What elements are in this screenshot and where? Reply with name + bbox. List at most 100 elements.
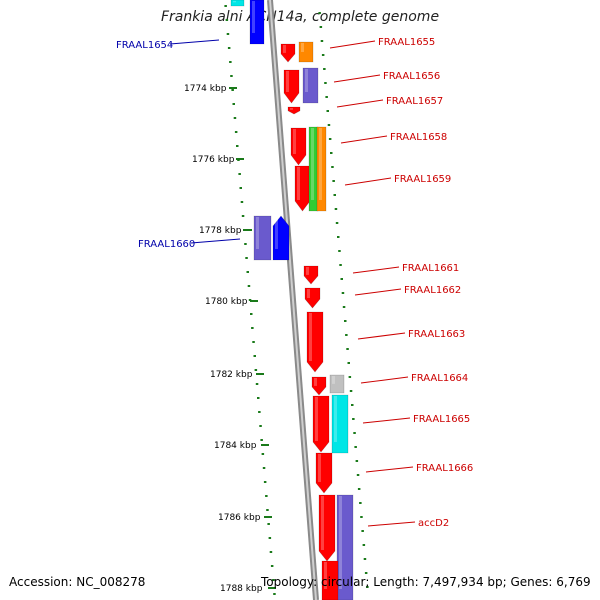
left-tick [245,257,248,259]
gene-feature-shine [305,69,308,92]
left-tick [247,285,251,287]
gene-label-leader [329,40,376,49]
gene-label-leader [340,135,388,144]
gene-label[interactable]: FRAAL1665 [413,414,470,425]
left-tick [259,425,262,427]
gene-feature[interactable] [306,311,324,373]
gene-feature[interactable] [283,69,300,104]
gene-label[interactable]: FRAAL1657 [386,96,443,107]
gene-feature-shine [334,396,337,442]
gene-label[interactable]: FRAAL1663 [408,329,465,340]
right-tick [354,446,357,448]
right-tick [326,110,329,112]
right-tick [321,54,325,56]
left-tick [234,131,238,133]
left-tick [232,103,235,105]
right-tick [320,40,324,42]
right-tick [351,404,354,406]
gene-feature[interactable] [249,0,265,45]
gene-feature-shine [293,129,296,154]
gene-feature[interactable] [315,452,333,494]
gene-label[interactable]: FRAAL1656 [383,71,440,82]
gene-label[interactable]: FRAAL1661 [402,263,459,274]
gene-feature[interactable] [280,43,296,63]
gene-feature[interactable] [312,395,330,453]
right-tick [331,166,334,168]
gene-feature-shine [283,45,286,53]
gene-label[interactable]: FRAAL1660 [138,239,195,250]
gene-label[interactable]: FRAAL1659 [394,174,451,185]
gene-feature[interactable] [316,126,327,212]
left-tick [270,565,274,567]
left-tick [227,47,231,49]
left-tick [229,61,232,63]
gene-feature-shine [315,397,318,441]
gene-label-leader [333,74,381,83]
left-tick [233,117,237,119]
right-tick [338,250,341,252]
gene-feature[interactable] [290,127,307,166]
gene-feature[interactable] [298,41,314,63]
gene-feature[interactable] [272,215,290,261]
gene-feature[interactable] [253,215,272,261]
left-tick [225,19,229,21]
gene-feature-shine [290,108,293,110]
gene-feature[interactable] [304,287,321,309]
gene-label[interactable]: FRAAL1664 [411,373,468,384]
right-tick [349,390,353,392]
gene-feature[interactable] [230,0,245,7]
gene-feature-shine [275,217,278,249]
backbone [267,0,319,600]
left-tick [265,495,268,497]
accession-text: Accession: NC_008278 [9,575,146,589]
left-tick [257,397,260,399]
left-tick [268,537,272,539]
gene-feature[interactable] [318,494,336,562]
right-tick [327,124,331,126]
left-tick [272,579,275,581]
gene-label-leader [362,417,411,424]
gene-label[interactable]: FRAAL1655 [378,37,435,48]
gene-label-leader [169,39,220,45]
gene-feature[interactable] [287,106,301,115]
gene-feature-shine [314,378,317,386]
gene-feature[interactable] [329,374,345,394]
gene-feature[interactable] [331,394,349,454]
right-tick [340,278,343,280]
scale-label: 1780 kbp [205,297,248,307]
gene-feature[interactable] [311,376,327,396]
right-tick [355,460,359,462]
right-tick [344,320,347,322]
left-tick [241,215,245,217]
gene-feature[interactable] [303,265,319,285]
gene-label-leader [352,266,400,274]
scale-label: 1774 kbp [184,84,227,94]
left-tick [240,201,244,203]
scale-label: 1778 kbp [199,226,242,236]
gene-feature-shine [252,1,255,33]
right-tick [332,180,335,182]
left-tick [263,481,267,483]
gene-label[interactable]: accD2 [418,518,449,529]
left-tick [251,327,254,329]
scale-label: 1784 kbp [214,441,257,451]
left-tick [231,89,234,91]
gene-feature[interactable] [302,67,319,104]
right-tick [347,362,350,364]
gene-feature[interactable] [294,165,311,212]
gene-feature[interactable] [321,560,339,600]
gene-label[interactable]: FRAAL1666 [416,463,473,474]
gene-features [230,0,354,600]
left-tick [262,467,266,469]
gene-feature-shine [309,313,312,361]
genome-info-text: Topology: circular; Length: 7,497,934 bp… [261,575,591,589]
left-tick [258,411,261,413]
gene-feature-shine [297,167,300,200]
gene-label[interactable]: FRAAL1658 [390,132,447,143]
gene-labels: FRAAL1654 FRAAL1655 FRAAL1656 FRAAL1657 FRAA… [116,37,473,529]
right-tick [346,348,349,350]
gene-label[interactable]: FRAAL1662 [404,285,461,296]
gene-label[interactable]: FRAAL1654 [116,40,173,51]
gene-label-leader [367,521,416,527]
